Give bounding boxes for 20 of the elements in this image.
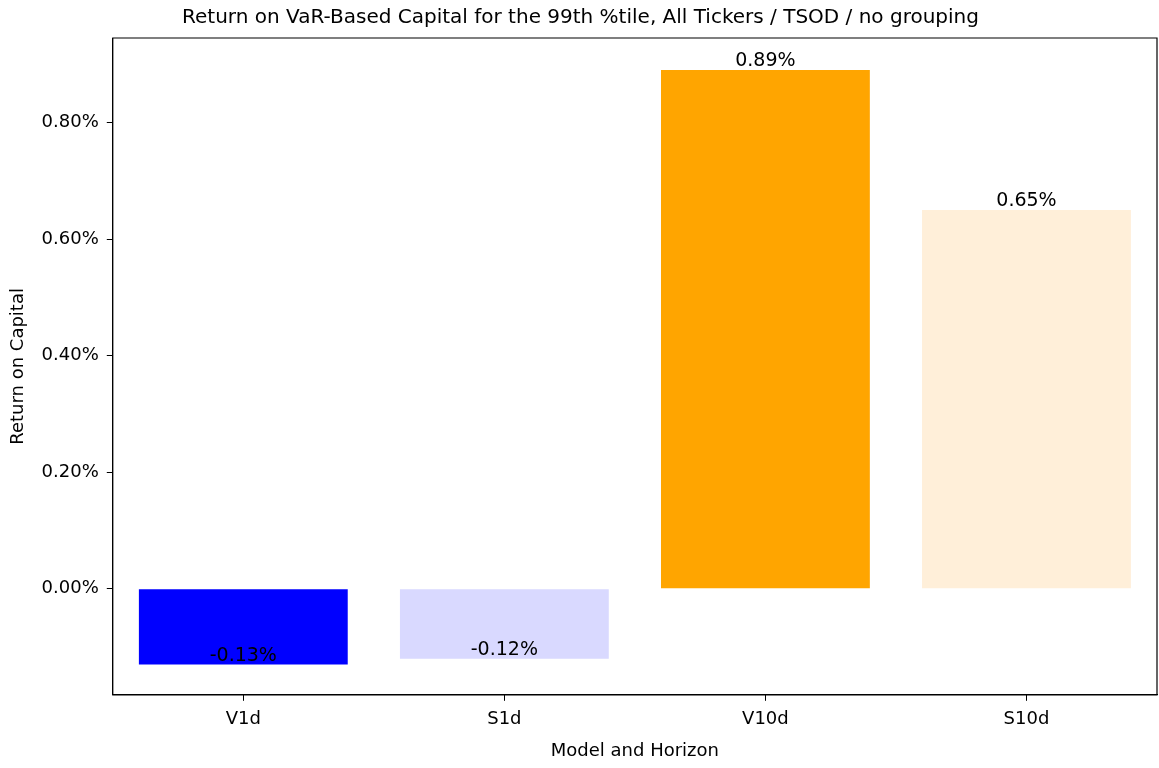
x-tick-label: S1d (487, 707, 522, 729)
bar (661, 70, 870, 589)
x-tick-label: S10d (1003, 707, 1050, 729)
y-tick-label: 0.40% (41, 343, 99, 365)
y-tick-label: 0.00% (41, 576, 99, 598)
x-tick-label: V10d (742, 707, 789, 729)
data-label: 0.89% (735, 48, 796, 71)
y-tick-label: 0.60% (41, 226, 99, 248)
y-axis-title: Return on Capital (6, 288, 28, 445)
bar (138, 589, 348, 665)
x-tick-label: V1d (225, 707, 261, 729)
chart-title: Return on VaR-Based Capital for the 99th %tile, All Tickers / TSOD / no grouping (182, 4, 979, 29)
data-label: -0.12% (470, 637, 538, 660)
bar (399, 589, 609, 659)
data-label: 0.65% (996, 188, 1057, 211)
y-tick-label: 0.80% (41, 110, 99, 132)
bar (922, 209, 1131, 589)
x-axis-title: Model and Horizon (550, 738, 719, 760)
data-label: -0.13% (209, 642, 277, 665)
y-tick-label: 0.20% (41, 459, 99, 481)
